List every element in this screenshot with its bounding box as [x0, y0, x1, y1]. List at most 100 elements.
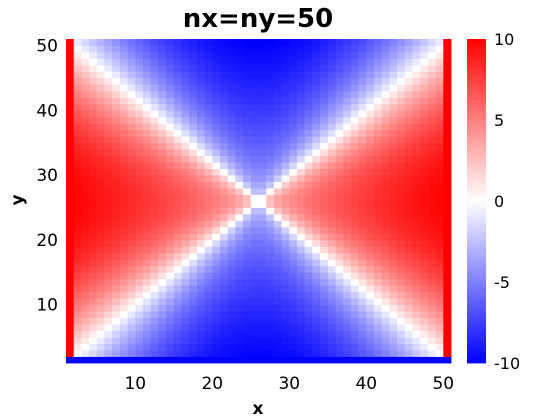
heatmap-cell	[258, 317, 267, 325]
heatmap-cell	[89, 311, 98, 319]
heatmap-cell	[289, 97, 298, 105]
heatmap-cell	[412, 272, 421, 280]
heatmap-cell	[435, 71, 444, 79]
heatmap-cell	[104, 142, 113, 150]
heatmap-cell	[358, 239, 367, 247]
heatmap-cell	[366, 39, 375, 46]
heatmap-cell	[135, 246, 144, 254]
heatmap-cell	[204, 103, 213, 111]
heatmap-cell	[374, 64, 383, 72]
heatmap-cell	[389, 77, 398, 85]
heatmap-cell	[150, 188, 159, 195]
heatmap-cell	[212, 84, 221, 92]
heatmap-cell	[158, 155, 167, 163]
heatmap-cell	[243, 298, 252, 306]
heatmap-cell	[397, 84, 406, 92]
heatmap-cell	[312, 155, 321, 163]
heatmap-cell	[312, 97, 321, 105]
heatmap-cell	[81, 233, 90, 241]
heatmap-cell	[443, 123, 452, 131]
heatmap-cell	[158, 343, 167, 351]
heatmap-cell	[243, 201, 252, 208]
heatmap-cell	[350, 123, 359, 131]
colorbar-segment	[467, 236, 486, 241]
heatmap-cell	[412, 226, 421, 234]
heatmap-cell	[404, 356, 413, 364]
heatmap-cell	[166, 175, 175, 182]
heatmap-cell	[96, 226, 105, 234]
heatmap-cell	[227, 39, 236, 46]
heatmap-cell	[358, 77, 367, 85]
heatmap-cell	[135, 311, 144, 319]
heatmap-cell	[127, 64, 136, 72]
heatmap-cell	[404, 71, 413, 79]
heatmap-cell	[374, 207, 383, 215]
heatmap-cell	[127, 304, 136, 312]
heatmap-cell	[127, 129, 136, 137]
heatmap-cell	[420, 84, 429, 92]
heatmap-cell	[112, 45, 121, 53]
heatmap-cell	[212, 51, 221, 59]
heatmap-cell	[366, 90, 375, 98]
heatmap-cell	[250, 64, 259, 72]
heatmap-cell	[96, 188, 105, 195]
heatmap-cell	[366, 285, 375, 293]
heatmap-cell	[173, 188, 182, 195]
heatmap-cell	[273, 168, 282, 176]
heatmap-cell	[281, 142, 290, 150]
heatmap-cell	[143, 84, 152, 92]
heatmap-cell	[266, 123, 275, 131]
heatmap-cell	[220, 58, 229, 66]
heatmap-cell	[243, 291, 252, 299]
heatmap-cell	[135, 123, 144, 131]
heatmap-cell	[427, 45, 436, 53]
heatmap-cell	[127, 272, 136, 280]
heatmap-cell	[289, 298, 298, 306]
colorbar-segment	[467, 55, 486, 59]
heatmap-cell	[143, 337, 152, 344]
heatmap-cell	[73, 324, 82, 331]
heatmap-cell	[435, 64, 444, 72]
heatmap-cell	[366, 213, 375, 221]
heatmap-cell	[327, 226, 336, 234]
heatmap-cell	[273, 356, 282, 364]
heatmap-cell	[297, 155, 306, 163]
heatmap-cell	[212, 64, 221, 72]
heatmap-cell	[166, 97, 175, 105]
heatmap-cell	[173, 213, 182, 221]
heatmap-cell	[119, 162, 128, 169]
heatmap-cell	[350, 90, 359, 98]
heatmap-cell	[196, 103, 205, 111]
heatmap-cell	[366, 207, 375, 215]
heatmap-cell	[289, 285, 298, 293]
heatmap-cell	[243, 155, 252, 163]
heatmap-cell	[243, 39, 252, 46]
heatmap-cell	[158, 97, 167, 105]
heatmap-cell	[158, 77, 167, 85]
heatmap-cell	[327, 97, 336, 105]
heatmap-cell	[389, 194, 398, 202]
heatmap-cell	[427, 110, 436, 118]
heatmap-cell	[266, 162, 275, 169]
heatmap-cell	[212, 304, 221, 312]
heatmap-cell	[243, 207, 252, 215]
heatmap-cell	[389, 90, 398, 98]
heatmap-cell	[173, 233, 182, 241]
heatmap-cell	[312, 317, 321, 325]
heatmap-cell	[374, 304, 383, 312]
heatmap-cell	[119, 129, 128, 137]
heatmap-cell	[227, 252, 236, 260]
heatmap-cell	[273, 103, 282, 111]
heatmap-cell	[235, 142, 244, 150]
heatmap-cell	[312, 330, 321, 338]
heatmap-cell	[289, 246, 298, 254]
heatmap-cell	[366, 226, 375, 234]
colorbar-segment	[467, 110, 486, 114]
heatmap-cell	[204, 136, 213, 144]
heatmap-cell	[374, 272, 383, 280]
heatmap-cell	[89, 149, 98, 157]
heatmap-cell	[443, 90, 452, 98]
heatmap-cell	[150, 226, 159, 234]
heatmap-cell	[66, 233, 75, 241]
heatmap-cell	[374, 201, 383, 208]
